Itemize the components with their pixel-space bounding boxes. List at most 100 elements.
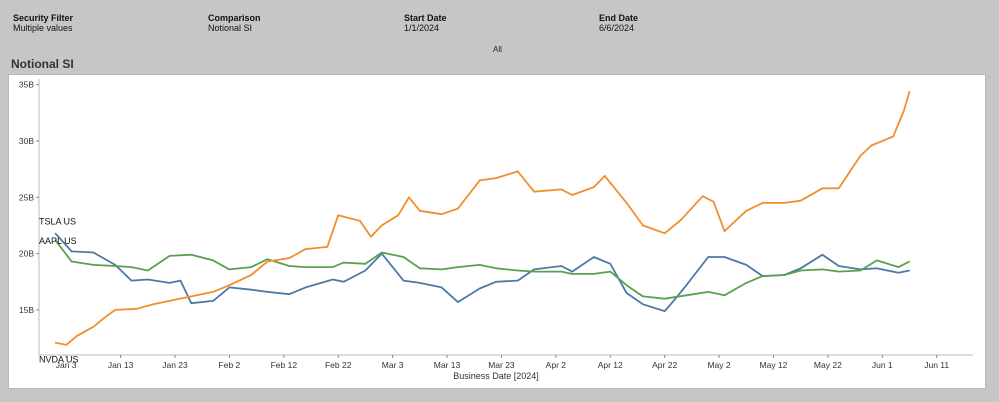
data-point	[288, 293, 291, 295]
data-point	[571, 270, 573, 273]
start-date-label: Start Date	[404, 13, 447, 23]
x-tick-label: Feb 12	[271, 360, 298, 370]
data-point	[370, 235, 372, 238]
data-point	[663, 232, 666, 235]
data-point	[685, 284, 688, 286]
data-point	[337, 214, 340, 217]
x-tick-label: May 22	[814, 360, 842, 370]
x-tick-label: Jun 11	[924, 360, 949, 370]
data-point	[761, 275, 764, 277]
data-point	[837, 270, 840, 273]
data-point	[625, 292, 628, 294]
data-point	[560, 265, 563, 267]
series-label-nvda-us: NVDA US	[39, 355, 79, 365]
data-point	[130, 266, 133, 268]
data-point	[179, 279, 182, 282]
data-point	[380, 224, 383, 227]
data-point	[516, 279, 519, 282]
data-point	[908, 269, 911, 272]
data-point	[799, 267, 802, 270]
data-point	[304, 286, 307, 289]
comparison-filter[interactable]: Comparison Notional SI	[208, 13, 261, 33]
data-point	[745, 264, 748, 266]
data-point	[516, 170, 519, 173]
data-point	[457, 301, 459, 303]
data-point	[478, 287, 481, 290]
data-point	[440, 213, 443, 215]
data-point	[821, 268, 824, 271]
data-point	[642, 295, 644, 298]
data-point	[685, 294, 688, 297]
x-tick-label: Mar 23	[488, 360, 515, 370]
x-tick-label: Feb 2	[219, 360, 241, 370]
data-point	[593, 256, 595, 258]
end-date-value[interactable]: 6/6/2024	[599, 23, 635, 33]
data-point	[402, 279, 405, 282]
data-point	[495, 280, 497, 283]
x-tick-label: May 12	[760, 360, 788, 370]
data-point	[212, 259, 214, 262]
chart-panel: 15B 20B 25B 30B 35B Jan 3 Jan 13 Jan 23 Feb 2 Feb…	[8, 74, 986, 389]
data-point	[799, 199, 802, 202]
data-point	[266, 291, 269, 293]
data-point	[380, 251, 383, 254]
data-point	[364, 269, 367, 272]
data-point	[304, 248, 307, 250]
data-point	[228, 286, 231, 289]
series-line-tsla-us	[54, 232, 910, 313]
y-tick-label: 30B	[19, 136, 34, 146]
security-filter-value[interactable]: Multiple values	[13, 23, 73, 33]
data-point	[70, 250, 73, 253]
data-point	[903, 109, 905, 112]
data-point	[266, 260, 269, 263]
x-tick-label: Apr 2	[546, 360, 567, 370]
data-point	[130, 279, 133, 282]
data-point	[304, 266, 307, 268]
data-point	[54, 341, 57, 344]
end-date-filter[interactable]: End Date 6/6/2024	[599, 13, 638, 33]
data-point	[642, 224, 644, 227]
data-point	[821, 187, 824, 190]
data-point	[359, 220, 361, 222]
data-point	[419, 282, 421, 284]
data-point	[152, 303, 155, 306]
chart-title: Notional SI	[11, 57, 74, 71]
data-point	[65, 344, 68, 346]
data-point	[250, 266, 252, 268]
data-point	[92, 251, 95, 254]
data-point	[876, 259, 878, 262]
end-date-label: End Date	[599, 13, 639, 23]
data-point	[212, 291, 214, 293]
data-point	[892, 135, 894, 138]
data-point	[190, 253, 193, 256]
comparison-filter-label: Comparison	[208, 13, 261, 23]
data-point	[266, 258, 269, 261]
y-tick-label: 15B	[19, 305, 34, 315]
series-label-aapl-us: AAPL US	[39, 236, 77, 246]
data-point	[114, 265, 116, 267]
data-point	[92, 264, 95, 266]
data-point	[70, 260, 73, 263]
data-point	[663, 297, 666, 300]
data-point	[92, 326, 95, 328]
comparison-filter-value[interactable]: Notional SI	[208, 23, 253, 33]
data-point	[419, 210, 421, 212]
data-point	[288, 257, 291, 259]
start-date-value[interactable]: 1/1/2024	[404, 23, 440, 33]
security-filter[interactable]: Security Filter Multiple values	[13, 13, 73, 33]
data-point	[168, 282, 171, 284]
data-point	[707, 256, 709, 258]
data-point	[837, 265, 840, 267]
all-label[interactable]: All	[493, 45, 502, 54]
data-point	[288, 265, 291, 267]
series-label-tsla-us: TSLA US	[39, 216, 76, 226]
data-point	[712, 200, 715, 203]
data-point	[723, 294, 726, 297]
data-point	[495, 177, 497, 179]
data-point	[190, 295, 193, 298]
data-point	[908, 260, 911, 263]
start-date-filter[interactable]: Start Date 1/1/2024	[404, 13, 447, 33]
series-line-nvda-us	[55, 91, 911, 346]
x-axis-title: Business Date [2024]	[453, 371, 539, 381]
data-point	[457, 266, 459, 268]
